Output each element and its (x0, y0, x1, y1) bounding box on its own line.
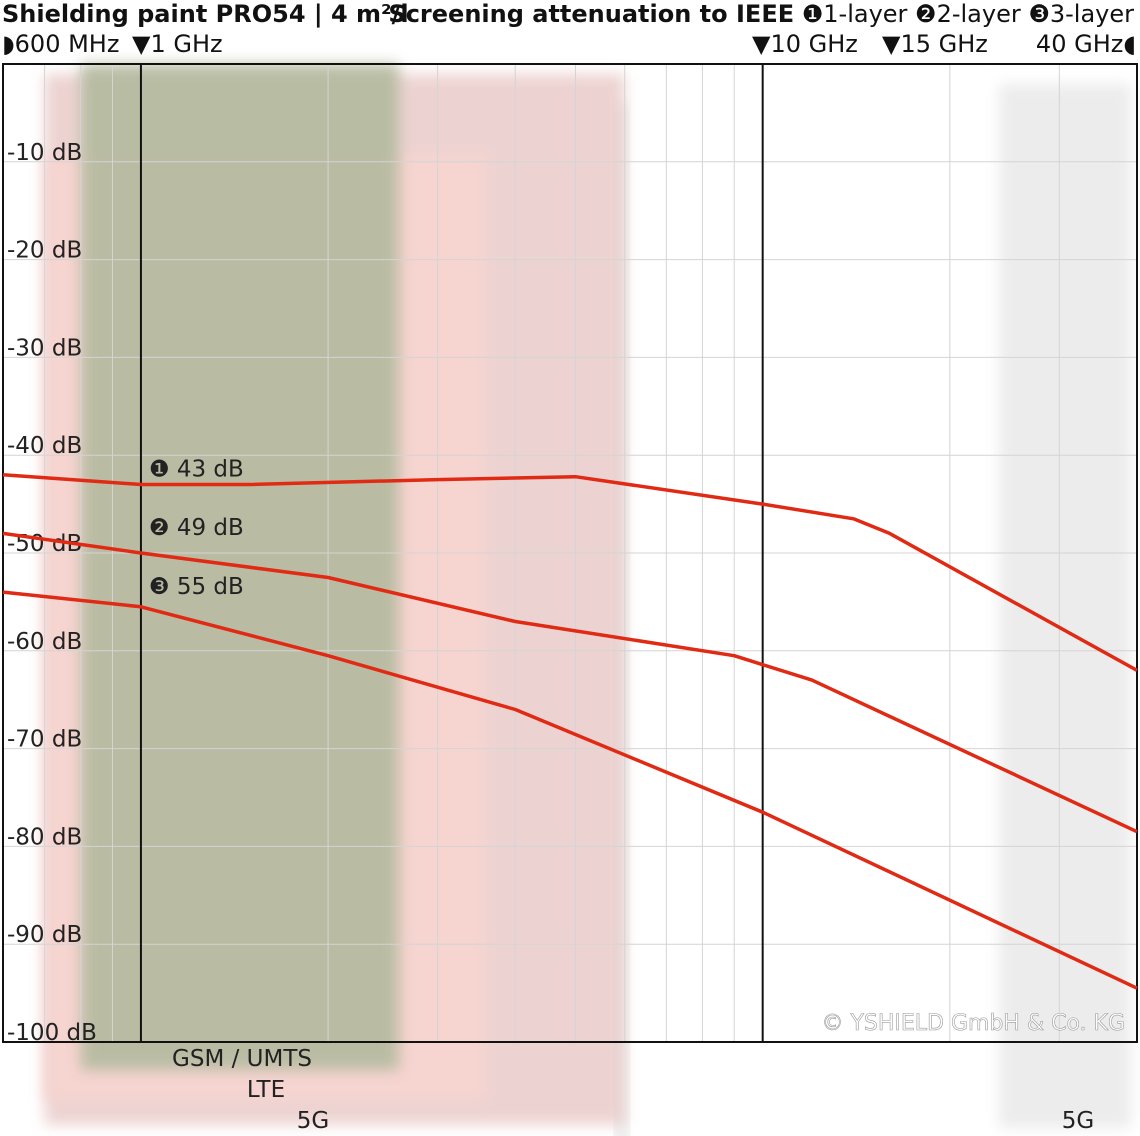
annotation-1: ❶ 43 dB (149, 457, 244, 483)
freq-marker-label: 40 GHz (1035, 30, 1124, 58)
y-tick-label: -80 dB (7, 824, 82, 850)
triangle-left-icon: ◖ (1123, 30, 1136, 58)
plot-frame (2, 63, 1138, 1043)
y-tick-label: -40 dB (7, 433, 82, 459)
freq-marker-1ghz: ▼1 GHz (132, 30, 223, 58)
freq-marker-label: 15 GHz (900, 30, 988, 58)
legend-marker-3: ❸ (1028, 0, 1050, 28)
triangle-down-icon: ▼ (882, 30, 901, 58)
triangle-right-icon: ◗ (2, 30, 15, 58)
freq-marker-label: 1 GHz (150, 30, 223, 58)
triangle-down-icon: ▼ (752, 30, 771, 58)
triangle-down-icon: ▼ (132, 30, 151, 58)
band-label-5g-low: 5G (297, 1108, 329, 1134)
copyright-text: © YSHIELD GmbH & Co. KG (821, 1011, 1125, 1036)
series-line-3 (2, 590, 1138, 990)
freq-marker-label: 600 MHz (14, 30, 120, 58)
legend-marker-1: ❶ (801, 0, 824, 28)
freq-marker-label: 10 GHz (770, 30, 858, 58)
legend-label-2: 2-layer (936, 0, 1021, 28)
series-line-1 (2, 473, 1138, 672)
legend-marker-2: ❷ (915, 0, 937, 28)
y-tick-label: -10 dB (7, 140, 82, 166)
freq-marker-600mhz: ◗600 MHz (2, 30, 119, 58)
freq-marker-40ghz: 40 GHz◖ (1036, 30, 1136, 58)
y-tick-label: -60 dB (7, 629, 82, 655)
legend-label-1: 1-layer (823, 0, 908, 28)
freq-marker-15ghz: ▼15 GHz (882, 30, 988, 58)
y-tick-label: -30 dB (7, 335, 82, 361)
legend-label-3: 3-layer (1049, 0, 1134, 28)
y-tick-label: -20 dB (7, 238, 82, 264)
annotation-2: ❷ 49 dB (149, 515, 244, 541)
chart-legend: Screening attenuation to IEEE ❶1-layer ❷… (388, 0, 1134, 28)
y-tick-label: -70 dB (7, 727, 82, 753)
freq-marker-10ghz: ▼10 GHz (752, 30, 858, 58)
y-tick-label: -90 dB (7, 922, 82, 948)
chart-subtitle: Screening attenuation to IEEE (388, 0, 795, 28)
band-label-lte: LTE (247, 1077, 285, 1103)
chart-title: Shielding paint PRO54 | 4 m²/l (2, 0, 409, 28)
annotation-3: ❸ 55 dB (149, 574, 244, 600)
band-label-gsm-umts: GSM / UMTS (172, 1046, 312, 1072)
band-label-5g-high: 5G (1062, 1108, 1094, 1134)
y-tick-label: -100 dB (7, 1020, 97, 1046)
series-line-2 (2, 531, 1138, 834)
